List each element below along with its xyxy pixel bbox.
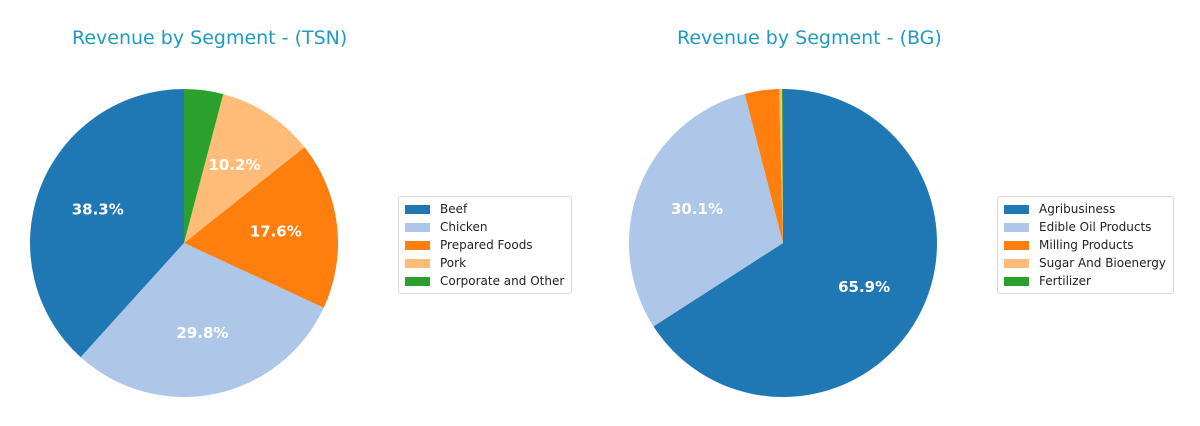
pie-label: 30.1% — [671, 200, 723, 218]
legend-item: Prepared Foods — [405, 236, 564, 254]
legend-label: Fertilizer — [1039, 274, 1091, 288]
legend-swatch — [1004, 276, 1029, 286]
pie-label: 17.6% — [250, 222, 302, 240]
pie-slice-corporate-and-other — [184, 89, 224, 243]
legend-swatch — [1004, 240, 1029, 250]
pie-slice-sugar-and-bioenergy — [779, 89, 783, 243]
pie-slice-beef — [29, 89, 185, 358]
legend-item: Milling Products — [1004, 236, 1166, 254]
legend-item: Fertilizer — [1004, 272, 1166, 290]
legend-label: Agribusiness — [1039, 202, 1116, 216]
pie-slice-prepared-foods — [184, 147, 339, 308]
legend-swatch — [405, 276, 430, 286]
legend-swatch — [405, 222, 430, 232]
pie-label: 65.9% — [838, 278, 890, 296]
legend-swatch — [405, 240, 430, 250]
legend-label: Edible Oil Products — [1039, 220, 1152, 234]
legend-bg: Agribusiness Edible Oil Products Milling P… — [997, 196, 1174, 294]
chart-title-tsn: Revenue by Segment - (TSN) — [72, 27, 348, 49]
pie-slice-pork — [184, 94, 305, 243]
legend-item: Pork — [405, 254, 564, 272]
legend-swatch — [405, 258, 430, 268]
legend-tsn: Beef Chicken Prepared Foods Pork Corporate a… — [398, 196, 573, 294]
legend-label: Pork — [440, 256, 467, 270]
pie-slice-milling-products — [744, 89, 783, 243]
legend-label: Beef — [440, 202, 468, 216]
pie-label: 38.3% — [72, 200, 124, 218]
pie-slice-agribusiness — [653, 89, 937, 398]
legend-item: Chicken — [405, 218, 564, 236]
legend-item: Edible Oil Products — [1004, 218, 1166, 236]
legend-item: Corporate and Other — [405, 272, 564, 290]
pie-label: 29.8% — [176, 324, 228, 342]
legend-item: Sugar And Bioenergy — [1004, 254, 1166, 272]
legend-item: Beef — [405, 200, 564, 218]
legend-label: Prepared Foods — [440, 238, 533, 252]
legend-item: Agribusiness — [1004, 200, 1166, 218]
legend-label: Milling Products — [1039, 238, 1134, 252]
legend-label: Corporate and Other — [440, 274, 565, 288]
chart-title-bg: Revenue by Segment - (BG) — [677, 27, 942, 49]
legend-swatch — [405, 204, 430, 214]
legend-label: Chicken — [440, 220, 488, 234]
legend-label: Sugar And Bioenergy — [1039, 256, 1166, 270]
legend-swatch — [1004, 204, 1029, 214]
legend-swatch — [1004, 222, 1029, 232]
legend-swatch — [1004, 258, 1029, 268]
pie-slice-chicken — [80, 243, 324, 398]
pie-slice-fertilizer — [782, 89, 783, 243]
pie-label: 10.2% — [208, 156, 260, 174]
pie-slice-edible-oil-products — [629, 93, 783, 327]
